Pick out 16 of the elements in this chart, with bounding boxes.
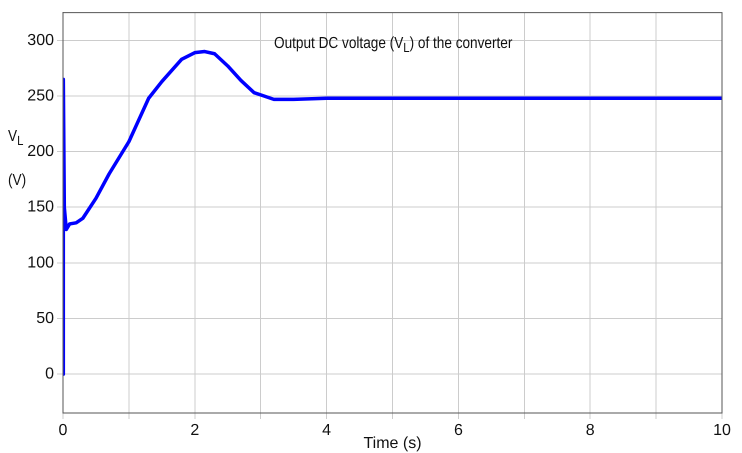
- x-tick-label: 2: [190, 422, 200, 440]
- x-tick-label: 4: [322, 422, 332, 440]
- text: V$_{L}$ (V): [8, 128, 26, 189]
- x-axis-title: Time (s): [363, 434, 422, 452]
- x-tick-label: 10: [713, 422, 731, 440]
- y-tick-label: 250: [27, 87, 54, 104]
- annotation: Output DC voltage (V$_{L}$) of the converter: [274, 34, 512, 55]
- y-tick-label: 0: [45, 365, 54, 382]
- x-tick-label: 6: [454, 422, 463, 440]
- y-tick-label: 100: [27, 254, 54, 272]
- x-tick-label: 8: [586, 422, 595, 440]
- y-tick-label: 300: [27, 32, 54, 49]
- y-tick-label: 50: [36, 310, 54, 327]
- x-tick-label: 0: [58, 422, 68, 440]
- y-tick-label: 200: [27, 143, 54, 160]
- y-tick-label: 150: [27, 198, 54, 216]
